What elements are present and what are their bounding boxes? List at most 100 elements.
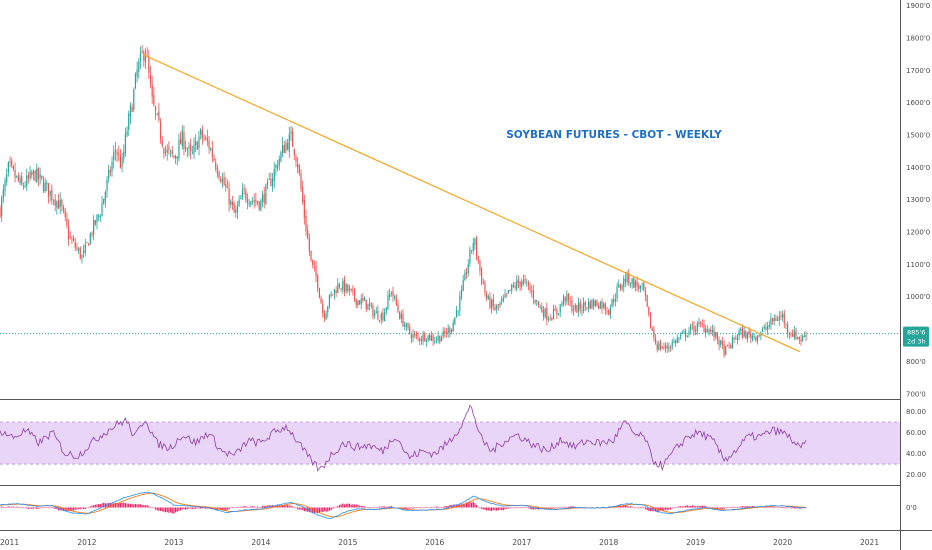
- macd-histogram-bar: [261, 506, 264, 508]
- macd-histogram-bar: [380, 506, 382, 508]
- macd-histogram-bar: [312, 507, 314, 514]
- candle: [26, 168, 28, 192]
- candle: [118, 145, 120, 161]
- macd-histogram-bar: [236, 507, 239, 508]
- candle: [51, 184, 53, 205]
- candle: [638, 282, 640, 293]
- candle: [711, 324, 713, 336]
- candle: [412, 329, 414, 342]
- candle: [332, 294, 334, 296]
- macd-histogram-bar: [173, 507, 175, 514]
- time-axis[interactable]: 2011 2012 2013 2014 2015 2016 2017 2018 2019 2020…: [0, 538, 879, 547]
- macd-histogram-bar: [328, 507, 331, 511]
- macd-histogram-bar: [477, 507, 479, 508]
- candle: [554, 304, 556, 311]
- candle: [409, 323, 411, 335]
- trendline[interactable]: [143, 54, 801, 353]
- macd-histogram-bar: [24, 507, 26, 509]
- candle: [736, 334, 739, 345]
- candle: [601, 298, 603, 314]
- macd-histogram-bar: [435, 506, 438, 508]
- macd-histogram-bar: [251, 506, 254, 508]
- macd-panel[interactable]: [0, 491, 807, 519]
- macd-histogram-bar: [288, 505, 290, 508]
- candle: [721, 336, 724, 350]
- candle: [755, 336, 757, 343]
- candle: [730, 343, 732, 349]
- candle: [275, 163, 277, 176]
- candle: [360, 294, 362, 310]
- macd-histogram-bar: [787, 507, 789, 509]
- macd-histogram-bar: [141, 504, 143, 508]
- candle: [298, 164, 300, 176]
- rsi-panel[interactable]: [0, 404, 900, 472]
- macd-histogram-bar: [226, 507, 229, 510]
- candle: [131, 103, 133, 113]
- candle: [407, 322, 409, 331]
- candle: [270, 172, 272, 187]
- candle: [22, 182, 25, 190]
- macd-histogram-bar: [124, 503, 127, 508]
- candle: [629, 281, 632, 288]
- candle: [583, 297, 585, 314]
- macd-histogram-bar: [56, 507, 58, 510]
- candle: [537, 301, 540, 308]
- macd-histogram-bar: [725, 507, 727, 509]
- rsi-tick-label: 80.00: [906, 408, 926, 416]
- candle: [644, 286, 647, 302]
- macd-histogram-bar: [703, 505, 705, 508]
- candle: [144, 48, 147, 69]
- macd-histogram-bar: [19, 507, 21, 509]
- macd-histogram-bar: [551, 507, 553, 509]
- candle: [251, 197, 254, 205]
- price-panel[interactable]: SOYBEAN FUTURES - CBOT - WEEKLY: [0, 45, 900, 358]
- macd-histogram-bar: [432, 507, 434, 508]
- candle: [201, 125, 203, 145]
- candle: [2, 184, 4, 203]
- macd-histogram-bar: [661, 507, 663, 512]
- candle: [266, 178, 269, 190]
- candle: [489, 292, 491, 310]
- candle: [119, 149, 122, 169]
- candle: [283, 140, 285, 154]
- candle: [442, 327, 444, 340]
- candle: [765, 322, 767, 332]
- candle: [347, 283, 349, 294]
- macd-histogram-bar: [671, 507, 673, 509]
- candle: [0, 205, 1, 219]
- macd-histogram-bar: [429, 506, 431, 508]
- candle: [571, 295, 573, 314]
- macd-histogram-bar: [474, 503, 476, 508]
- candle: [126, 126, 128, 138]
- candle: [557, 313, 560, 316]
- candle: [295, 153, 297, 168]
- candle: [253, 193, 255, 209]
- candle: [198, 130, 200, 156]
- candle: [547, 316, 550, 323]
- candle: [654, 333, 657, 345]
- candle: [108, 164, 110, 183]
- macd-histogram-bar: [653, 507, 655, 512]
- macd-histogram-bar: [748, 506, 750, 508]
- macd-histogram-bar: [245, 506, 247, 508]
- candle: [151, 76, 153, 105]
- candle: [313, 260, 315, 272]
- macd-histogram-bar: [101, 503, 103, 508]
- candle: [521, 278, 523, 291]
- macd-histogram-bar: [793, 507, 795, 509]
- candle: [728, 341, 730, 350]
- candle: [713, 325, 715, 342]
- candle: [492, 293, 494, 311]
- macd-histogram-bar: [84, 507, 86, 510]
- macd-histogram-bar: [648, 507, 650, 511]
- candle: [710, 326, 712, 335]
- macd-histogram-bar: [164, 507, 167, 513]
- candle: [348, 284, 351, 296]
- macd-histogram-bar: [34, 507, 36, 509]
- price-tick-label: 1300'0: [906, 196, 930, 204]
- macd-histogram-bar: [94, 504, 96, 508]
- candle: [623, 275, 625, 293]
- macd-histogram-bar: [646, 507, 648, 510]
- macd-histogram-bar: [741, 506, 744, 508]
